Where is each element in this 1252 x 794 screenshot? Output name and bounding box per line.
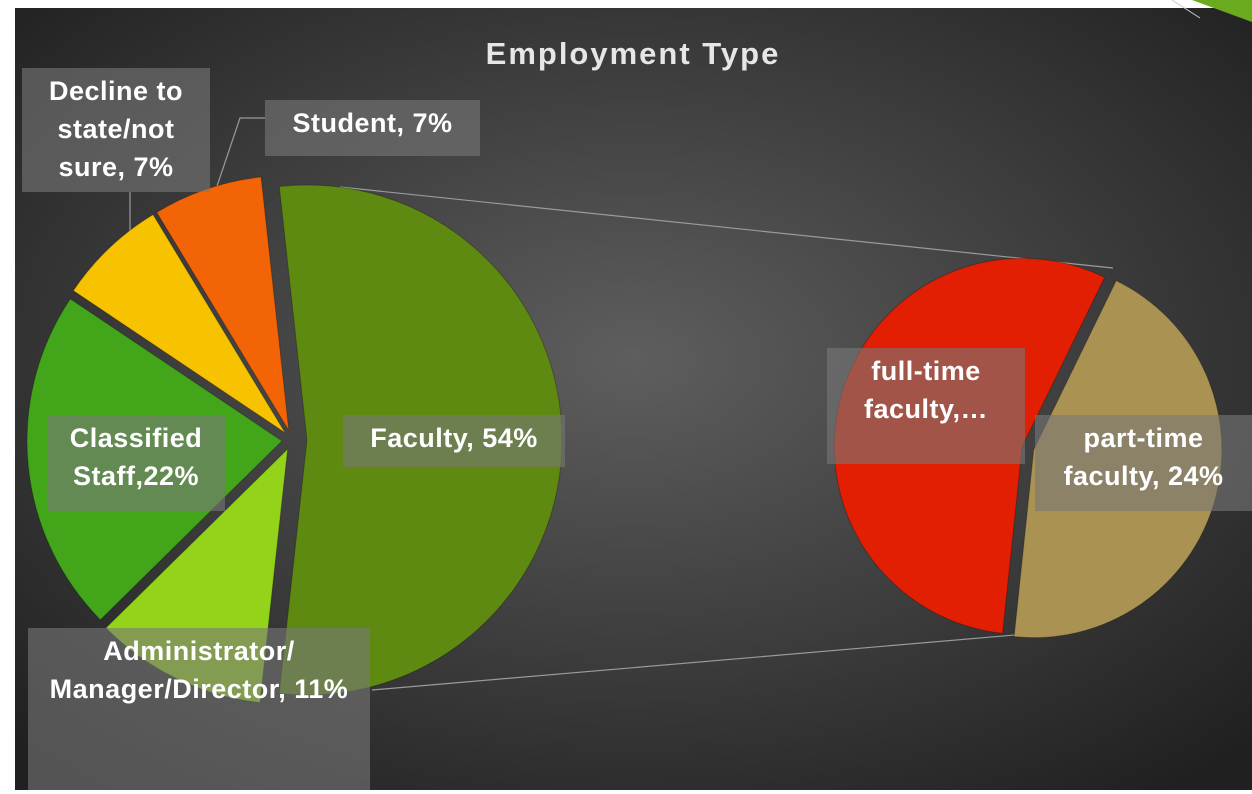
data-label: part-time faculty, 24% [1035, 415, 1252, 511]
leader-line [214, 117, 265, 193]
data-label: Administrator/ Manager/Director, 11% [28, 628, 370, 790]
data-label: Student, 7% [265, 100, 480, 156]
data-label: Faculty, 54% [343, 415, 565, 467]
chart-title: Employment Type [485, 36, 781, 71]
pie-slice [72, 213, 286, 434]
connector-line [339, 186, 1114, 269]
slide-decoration [1192, 0, 1252, 22]
data-label: Classified Staff,22% [47, 415, 225, 511]
data-label: Decline to state/not sure, 7% [22, 68, 210, 192]
connector-line [371, 631, 1051, 691]
slide-decoration [1171, 0, 1201, 19]
data-label: full-time faculty,… [827, 348, 1025, 464]
